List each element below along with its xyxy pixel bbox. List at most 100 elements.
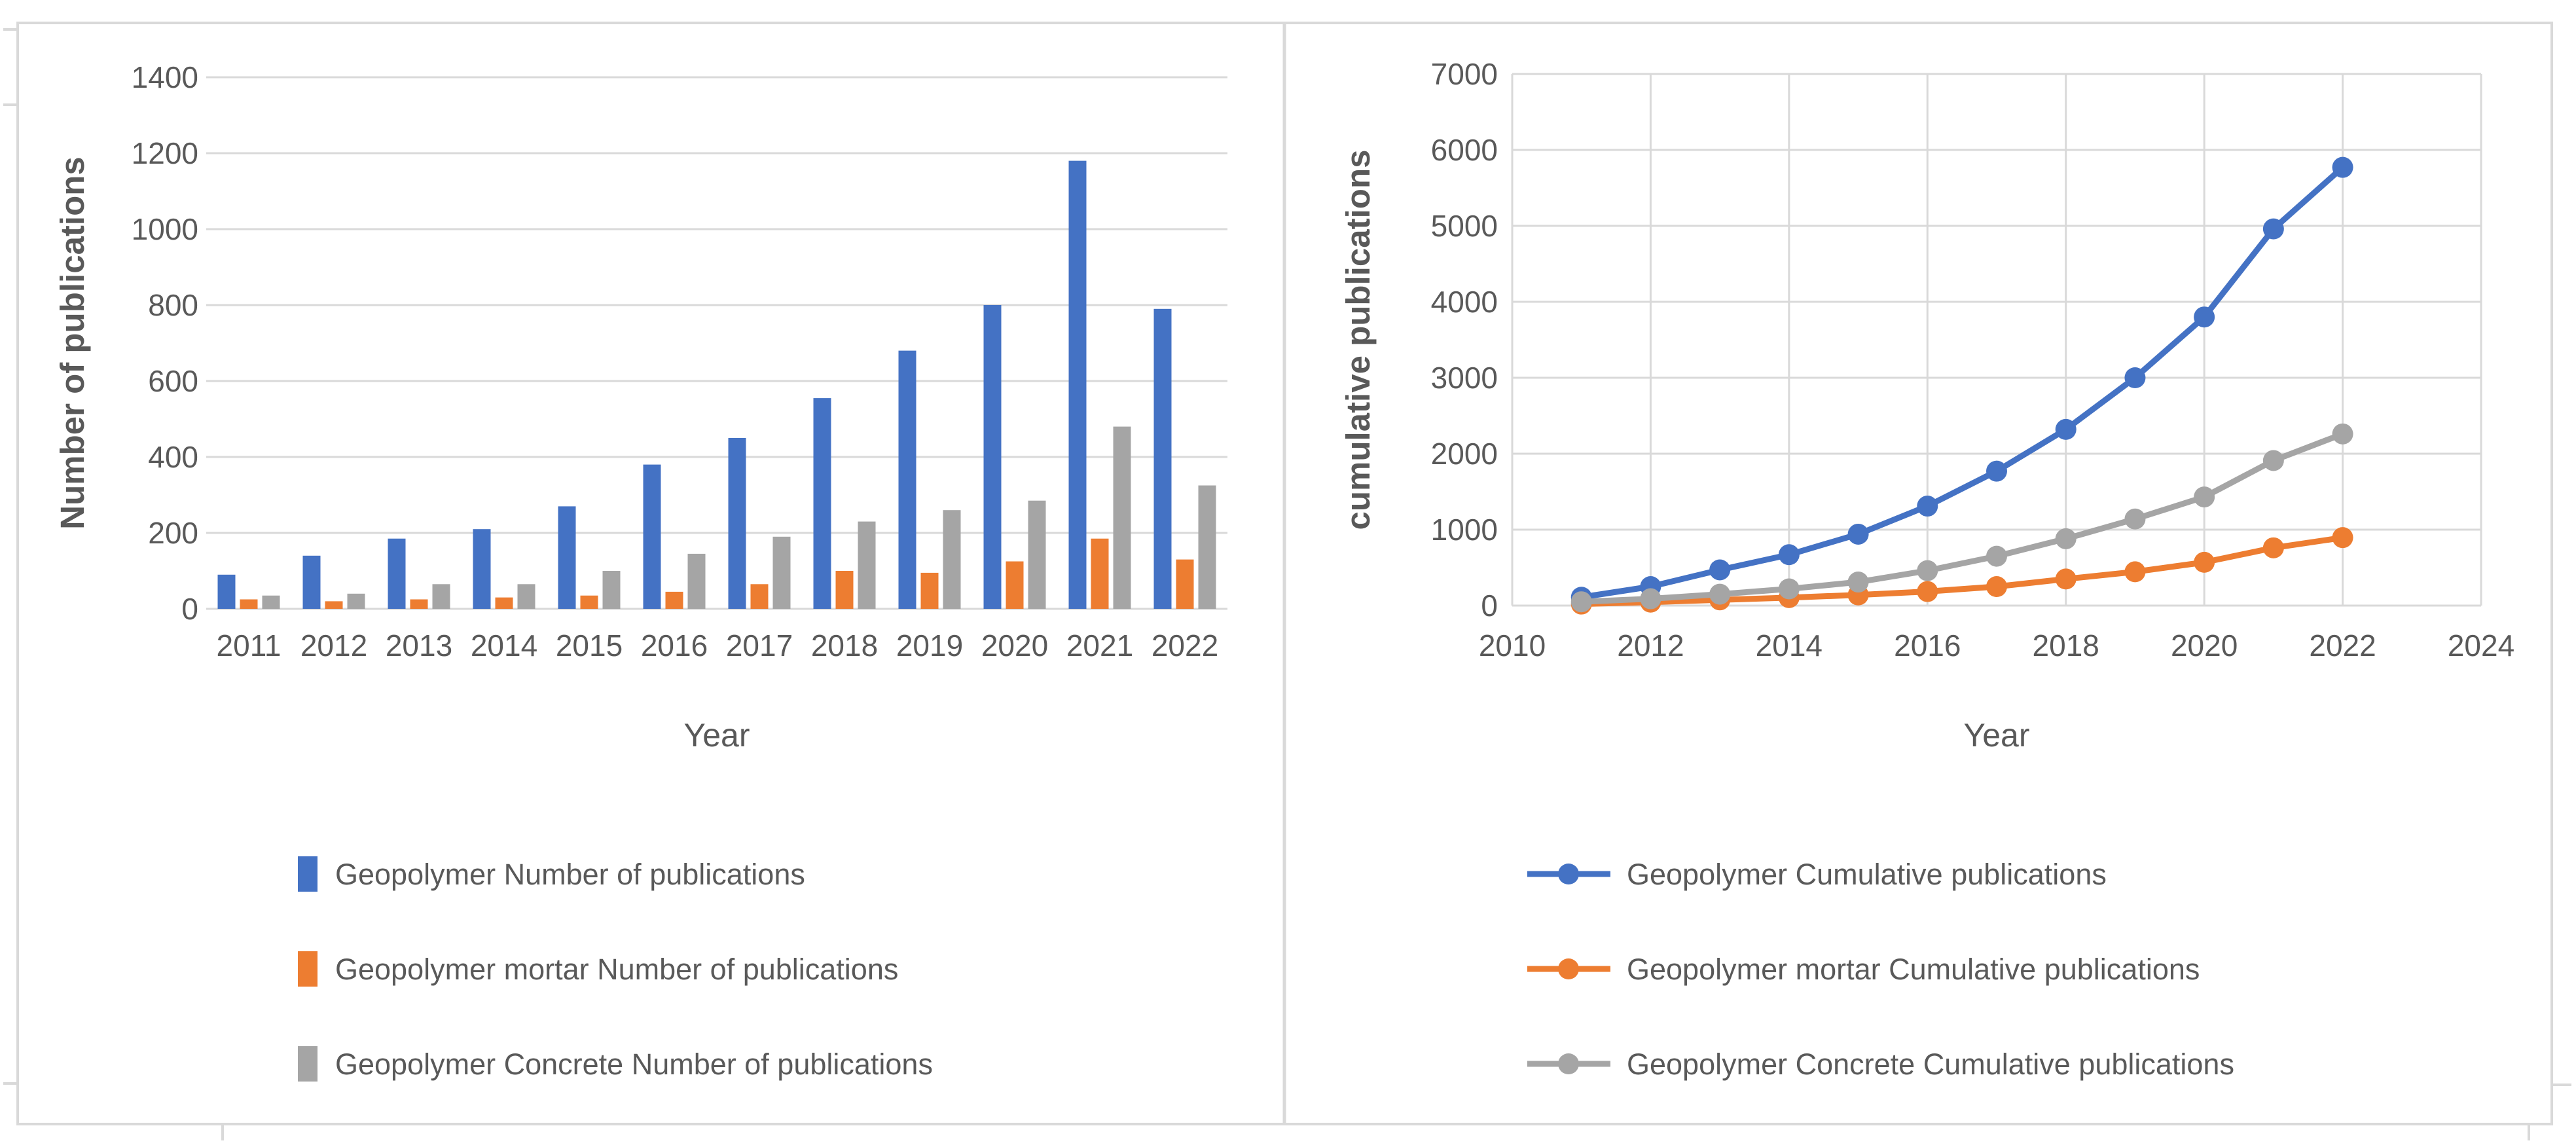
line-chart-x-axis-title: Year [1963,717,2029,754]
bar-series-1-year-2014 [495,597,513,609]
line-series-2-marker-2014 [1778,578,1800,600]
line-series-0-marker-2016 [1917,496,1938,517]
bar-series-1-year-2016 [665,591,683,609]
bar-chart-x-tick-label: 2011 [217,628,281,663]
line-series-1-marker-2020 [2194,551,2215,573]
line-chart-x-tick-label: 2020 [2171,628,2238,663]
bar-chart-x-tick-label: 2016 [641,628,708,663]
line-chart-x-tick-label: 2018 [2033,628,2099,663]
bar-series-1-year-2019 [920,572,939,609]
legend-swatch-0 [298,856,317,892]
line-chart-legend-label: Geopolymer Concrete Cumulative publicati… [1627,1047,2234,1081]
bar-series-0-year-2015 [558,506,576,609]
bar-series-2-year-2021 [1113,426,1131,609]
bar-chart-y-tick-label: 0 [181,592,198,626]
line-series-2-marker-2019 [2124,508,2146,530]
line-chart-y-tick-label: 5000 [1431,209,1498,243]
bar-series-1-year-2017 [750,584,769,609]
bar-chart-y-axis-title: Number of publications [54,156,91,530]
line-series-0-marker-2013 [1709,559,1731,581]
line-series-2-marker-2012 [1640,588,1661,610]
line-series-2-marker-2020 [2194,486,2215,508]
line-series-1-marker-2021 [2262,537,2284,558]
line-chart-y-tick-label: 0 [1481,589,1498,623]
legend-swatch-2 [298,1046,317,1082]
bar-chart-y-tick-label: 1200 [132,136,198,170]
bar-series-0-year-2014 [473,529,491,609]
bar-series-1-year-2011 [240,599,258,609]
bar-chart-x-tick-label: 2014 [471,628,537,663]
bar-series-1-year-2012 [325,601,343,609]
line-series-0-marker-2015 [1847,523,1869,545]
line-series-0-marker-2014 [1778,544,1800,566]
line-chart-x-tick-label: 2022 [2309,628,2376,663]
bar-chart-x-tick-label: 2012 [300,628,367,663]
bar-chart-x-tick-label: 2017 [726,628,793,663]
line-chart-y-tick-label: 2000 [1431,437,1498,471]
bar-chart-y-tick-label: 800 [148,288,198,322]
bar-series-0-year-2020 [983,305,1002,609]
line-series-1-marker-2017 [1986,576,2007,597]
line-series-1-marker-2022 [2332,527,2353,549]
bar-chart-x-axis-title: Year [683,717,750,754]
bar-series-2-year-2018 [858,521,876,609]
line-series-2-marker-2021 [2262,450,2284,471]
line-chart-y-tick-label: 1000 [1431,513,1498,547]
bar-chart-legend-label: Geopolymer Concrete Number of publicatio… [335,1047,933,1081]
bar-series-1-year-2022 [1176,559,1194,609]
bar-series-0-year-2021 [1068,160,1087,610]
bar-chart-y-tick-label: 400 [148,440,198,474]
line-series-0-marker-2022 [2332,156,2353,178]
line-chart-y-tick-label: 6000 [1431,133,1498,167]
line-series-1-marker-2018 [2055,568,2077,590]
bar-series-2-year-2020 [1028,500,1046,609]
bar-series-2-year-2015 [602,571,621,609]
line-series-0-marker-2019 [2124,367,2146,388]
line-series-2 [1578,431,2346,605]
bar-series-2-year-2022 [1198,485,1216,609]
line-series-2-marker-2015 [1847,572,1869,593]
legend-marker-0 [1558,864,1579,884]
bar-chart-y-tick-label: 600 [148,364,198,398]
bar-series-0-year-2016 [643,464,661,609]
line-series-0 [1578,164,2346,600]
line-series-1-marker-2016 [1917,581,1938,602]
bar-series-0-year-2013 [388,538,406,609]
line-series-2-marker-2022 [2332,423,2353,445]
bar-series-2-year-2014 [517,584,535,609]
legend-marker-1 [1558,958,1579,979]
bar-series-0-year-2012 [302,555,321,609]
bar-chart-x-tick-label: 2015 [556,628,623,663]
line-series-2-marker-2017 [1986,545,2007,567]
bar-chart-x-tick-label: 2018 [811,628,878,663]
bar-chart-x-tick-label: 2022 [1152,628,1218,663]
line-chart-y-tick-label: 7000 [1431,57,1498,91]
bar-chart-legend-label: Geopolymer Number of publications [335,858,805,891]
line-chart-legend-label: Geopolymer mortar Cumulative publication… [1627,953,2200,986]
bar-chart-y-tick-label: 1400 [132,60,198,94]
line-series-0-marker-2017 [1986,460,2007,482]
line-chart-x-tick-label: 2010 [1479,628,1546,663]
bar-series-2-year-2013 [432,584,450,609]
bar-series-2-year-2016 [687,553,706,609]
line-chart-x-tick-label: 2014 [1756,628,1823,663]
bar-chart-y-tick-label: 1000 [132,212,198,246]
bar-series-2-year-2019 [943,510,961,609]
bar-chart-x-tick-label: 2019 [896,628,963,663]
bar-series-0-year-2019 [898,350,916,609]
bar-series-1-year-2015 [580,595,598,609]
bar-chart-x-tick-label: 2020 [981,628,1048,663]
bar-chart-x-tick-label: 2021 [1066,628,1133,663]
bar-chart-x-tick-label: 2013 [386,628,452,663]
legend-marker-2 [1558,1053,1579,1074]
bar-series-1-year-2013 [410,599,428,609]
legend-swatch-1 [298,951,317,987]
bar-chart-legend-label: Geopolymer mortar Number of publications [335,953,898,986]
line-chart-legend-label: Geopolymer Cumulative publications [1627,858,2107,891]
bar-series-1-year-2018 [835,571,854,609]
bar-series-2-year-2011 [262,595,280,609]
bar-series-0-year-2011 [217,574,236,609]
bar-series-0-year-2018 [813,398,831,609]
